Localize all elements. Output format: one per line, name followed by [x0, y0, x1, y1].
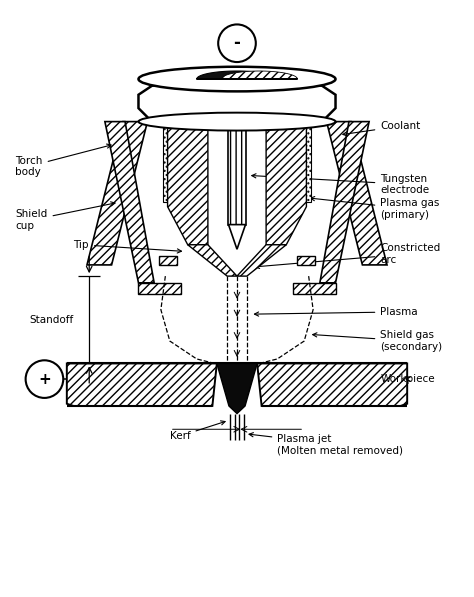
Polygon shape [266, 122, 306, 245]
Polygon shape [221, 71, 298, 79]
Polygon shape [298, 256, 315, 265]
Polygon shape [228, 224, 246, 249]
Polygon shape [320, 122, 369, 283]
Text: +: + [38, 371, 51, 387]
Text: Standoff: Standoff [29, 315, 73, 325]
Text: Constricted
arc: Constricted arc [255, 243, 440, 269]
Text: Workpiece: Workpiece [380, 374, 435, 384]
Text: Torch
body: Torch body [15, 144, 111, 177]
Text: Coolant: Coolant [343, 121, 420, 136]
Polygon shape [163, 122, 185, 202]
Circle shape [26, 361, 63, 398]
Polygon shape [228, 122, 246, 224]
Polygon shape [293, 283, 336, 294]
Text: Plasma jet
(Molten metal removed): Plasma jet (Molten metal removed) [249, 433, 403, 456]
Text: Plasma: Plasma [255, 307, 418, 317]
Text: Kerf: Kerf [170, 421, 225, 441]
Polygon shape [105, 122, 154, 283]
Polygon shape [289, 122, 311, 202]
Text: Tungsten
electrode: Tungsten electrode [252, 174, 429, 195]
Polygon shape [237, 245, 286, 276]
Polygon shape [327, 122, 387, 265]
Polygon shape [257, 364, 407, 406]
Polygon shape [197, 71, 277, 79]
Ellipse shape [138, 67, 336, 91]
Polygon shape [168, 122, 208, 245]
Polygon shape [217, 364, 257, 414]
Text: Shield
cup: Shield cup [15, 202, 115, 231]
Polygon shape [188, 245, 237, 276]
Polygon shape [67, 364, 217, 406]
Text: Shield gas
(secondary): Shield gas (secondary) [313, 330, 442, 352]
Polygon shape [138, 75, 336, 122]
Polygon shape [138, 283, 181, 294]
Polygon shape [87, 122, 147, 265]
Circle shape [218, 24, 256, 62]
Polygon shape [159, 256, 176, 265]
Text: -: - [234, 34, 240, 53]
Text: Tip: Tip [73, 240, 182, 253]
Text: Plasma gas
(primary): Plasma gas (primary) [310, 196, 440, 220]
Ellipse shape [138, 113, 336, 131]
